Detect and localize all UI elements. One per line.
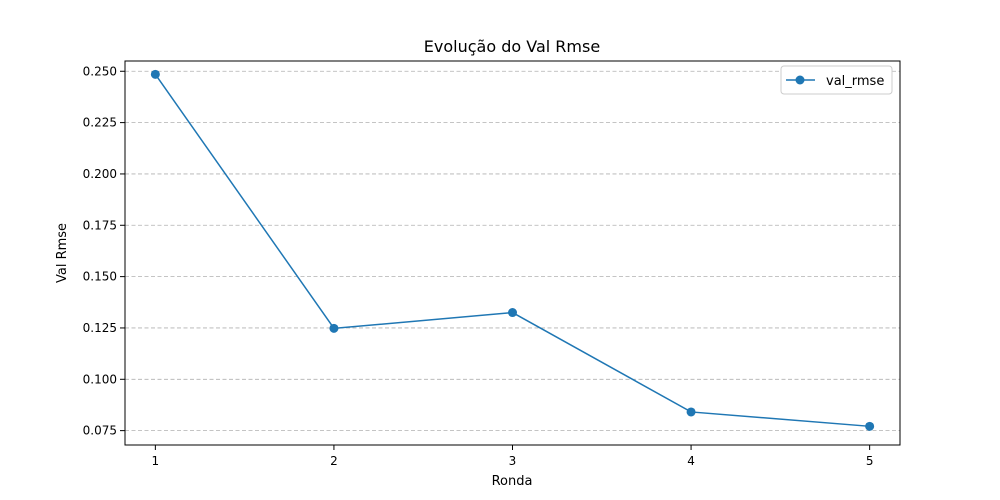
y-tick-label: 0.075 [83, 424, 117, 438]
plot-frame [124, 60, 901, 446]
y-tick-label: 0.225 [83, 116, 117, 130]
legend: val_rmse [780, 65, 893, 95]
x-tick-label: 3 [509, 454, 517, 468]
y-tick-label: 0.250 [83, 64, 117, 78]
x-tick-label: 4 [687, 454, 695, 468]
y-tick-label: 0.175 [83, 218, 117, 232]
x-tick-label: 1 [152, 454, 160, 468]
x-axis-label: Ronda [492, 474, 533, 489]
data-point [508, 308, 517, 318]
y-tick-label: 0.125 [83, 321, 117, 335]
y-axis-label: Val Rmse [55, 223, 70, 283]
y-tick-label: 0.200 [83, 167, 117, 181]
y-tick-label: 0.100 [83, 372, 117, 386]
x-axis-ticks: 1 2 3 4 5 [152, 445, 874, 468]
series-line-val_rmse [154, 73, 870, 428]
grid-lines [125, 70, 900, 432]
x-tick-label: 5 [866, 454, 874, 468]
legend-series-marker [795, 75, 805, 85]
data-point [686, 407, 696, 417]
legend-box [780, 65, 893, 95]
data-point [865, 421, 875, 431]
x-tick-label: 2 [330, 454, 338, 468]
y-tick-label: 0.150 [83, 270, 117, 284]
chart-title: Evolução do Val Rmse [424, 37, 600, 56]
data-point [329, 323, 339, 333]
legend-series-label: val_rmse [826, 74, 884, 89]
data-point [150, 69, 160, 79]
series-layer [150, 69, 875, 431]
y-axis-ticks: 0.075 0.100 0.125 0.150 0.175 0.200 0.225 0.250 [83, 64, 125, 438]
